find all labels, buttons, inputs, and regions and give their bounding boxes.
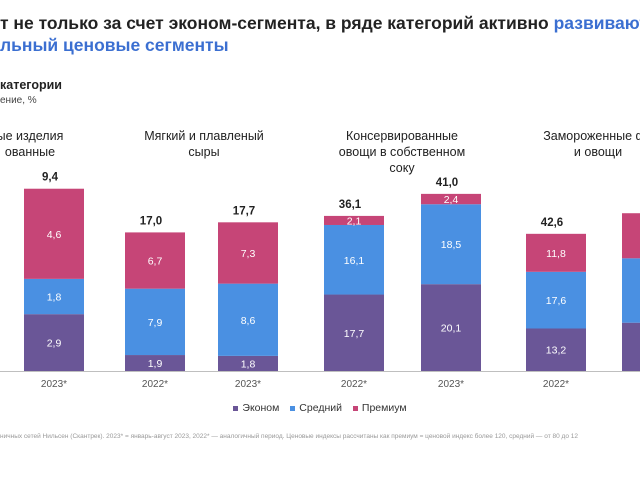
bar-segment-econom (421, 284, 481, 371)
headline-highlight: развиваются (553, 13, 640, 33)
legend-item-medium: Средний (290, 402, 342, 414)
x-tick-label: 2023* (438, 379, 464, 390)
headline-text: т не только за счет эконом-сегмента, в р… (0, 13, 554, 33)
stacked-bar-chart: 2,9 1,8 4,6 9,4 2023* 1,9 7,9 6,7 17,0 2022* 1,8 8,… (0, 172, 640, 390)
legend: Эконом Средний Премиум (0, 402, 640, 414)
bar-segment-medium (526, 271, 586, 329)
segment-value-label: 1,9 (148, 358, 163, 370)
legend-label-econom: Эконом (242, 402, 280, 414)
bar-total-label: 36,1 (339, 199, 362, 211)
bar-total-label: 41,0 (436, 177, 458, 189)
bar-segment-medium (24, 278, 84, 315)
segment-value-label: 8,6 (241, 315, 256, 327)
bar-segment-econom (324, 294, 384, 371)
bar-segment-econom (218, 355, 278, 371)
segment-value-label: 16,1 (344, 255, 365, 267)
bar-segment-premium (421, 193, 481, 205)
bar-segment-econom (526, 328, 586, 371)
segment-value-label: 11,8 (546, 248, 566, 260)
bar-segment-medium (218, 283, 278, 356)
bar-segment-medium (622, 258, 640, 323)
bar-segment-medium (421, 204, 481, 285)
legend-label-medium: Средний (299, 402, 342, 414)
segment-value-label: 13,2 (546, 345, 567, 357)
legend-label-premium: Премиум (361, 402, 407, 414)
headline-line-2: льный ценовые сегменты (0, 35, 229, 55)
bar-segment-premium (526, 233, 586, 272)
segment-value-label: 6,7 (148, 256, 163, 268)
segment-value-label: 7,9 (148, 317, 163, 329)
segment-value-label: 18,5 (441, 239, 462, 251)
segment-value-label: 1,8 (47, 292, 62, 304)
bar-segment-premium (218, 222, 278, 284)
bar-total-label: 17,7 (233, 205, 255, 217)
bar-segment-econom (622, 322, 640, 371)
x-tick-label: 2023* (41, 379, 67, 390)
segment-value-label: 2,1 (347, 215, 362, 227)
segment-value-label: 20,1 (441, 323, 462, 335)
category-title: ые изделия ованные (0, 129, 64, 159)
legend-item-econom: Эконом (233, 402, 279, 414)
bar-segment-premium (125, 232, 185, 289)
bar-segment-premium (24, 188, 84, 279)
segment-value-label: 2,9 (47, 338, 62, 350)
segment-value-label: 4,6 (47, 229, 62, 241)
footnote: ничных сетей Нильсен (Скантрек). 2023* =… (0, 433, 578, 440)
segment-value-label: 17,7 (344, 328, 365, 340)
chart-subtitle: категории (0, 78, 62, 92)
x-tick-label: 2023* (235, 379, 261, 390)
bar-total-label: 9,4 (42, 172, 59, 184)
bar-total-label: 42,6 (541, 217, 563, 229)
headline: т не только за счет эконом-сегмента, в р… (0, 12, 640, 56)
x-tick-label: 2022* (341, 379, 367, 390)
category-title: Замороженные фри овощи (543, 129, 640, 159)
bar-segment-econom (24, 314, 84, 371)
legend-swatch-econom (233, 405, 239, 411)
headline-line-1: т не только за счет эконом-сегмента, в р… (0, 12, 640, 34)
x-tick-label: 2022* (142, 379, 168, 390)
bar-segment-medium (125, 288, 185, 356)
legend-swatch-premium (352, 405, 358, 411)
bar-segment-premium (622, 213, 640, 259)
bar-total-label: 17,0 (140, 215, 162, 227)
bar-segment-premium (324, 215, 384, 225)
bar-segment-medium (324, 224, 384, 295)
category-title: Мягкий и плавленый сыры (144, 129, 264, 159)
legend-swatch-medium (290, 405, 296, 411)
category-title: Консервированные овощи в собственном соку (338, 129, 466, 175)
legend-item-premium: Премиум (352, 402, 407, 414)
bar-segment-econom (125, 355, 185, 371)
segment-value-label: 2,4 (444, 194, 459, 206)
segment-value-label: 17,6 (546, 295, 567, 307)
x-tick-label: 2022* (543, 379, 569, 390)
segment-value-label: 7,3 (241, 248, 256, 260)
chart-units: ение, % (0, 95, 37, 106)
segment-value-label: 1,8 (241, 358, 256, 370)
